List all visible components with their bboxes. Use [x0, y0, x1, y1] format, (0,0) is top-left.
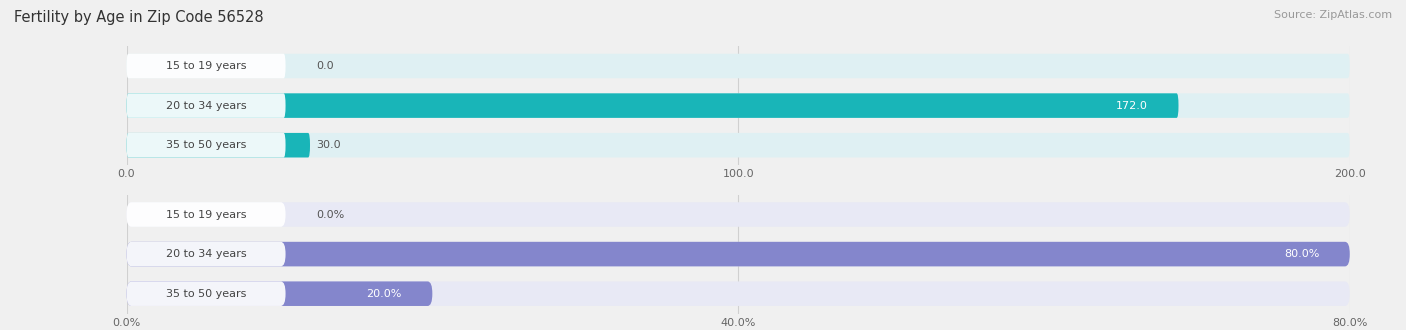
Text: 0.0%: 0.0%: [316, 210, 344, 219]
Text: 80.0%: 80.0%: [1284, 249, 1319, 259]
Text: 172.0: 172.0: [1116, 101, 1147, 111]
FancyBboxPatch shape: [127, 93, 1350, 118]
Text: 20.0%: 20.0%: [367, 289, 402, 299]
FancyBboxPatch shape: [127, 242, 285, 266]
Text: 0.0: 0.0: [316, 61, 333, 71]
FancyBboxPatch shape: [127, 54, 285, 78]
Text: 30.0: 30.0: [316, 140, 340, 150]
FancyBboxPatch shape: [127, 242, 1350, 266]
FancyBboxPatch shape: [127, 242, 1350, 266]
Text: 35 to 50 years: 35 to 50 years: [166, 289, 246, 299]
Text: 15 to 19 years: 15 to 19 years: [166, 210, 246, 219]
FancyBboxPatch shape: [127, 93, 1178, 118]
FancyBboxPatch shape: [127, 281, 433, 306]
FancyBboxPatch shape: [127, 133, 311, 157]
Text: 20 to 34 years: 20 to 34 years: [166, 101, 246, 111]
FancyBboxPatch shape: [127, 54, 1350, 78]
FancyBboxPatch shape: [127, 202, 285, 227]
Text: Source: ZipAtlas.com: Source: ZipAtlas.com: [1274, 10, 1392, 20]
Text: 15 to 19 years: 15 to 19 years: [166, 61, 246, 71]
FancyBboxPatch shape: [127, 281, 285, 306]
Text: 35 to 50 years: 35 to 50 years: [166, 140, 246, 150]
Text: 20 to 34 years: 20 to 34 years: [166, 249, 246, 259]
FancyBboxPatch shape: [127, 202, 1350, 227]
FancyBboxPatch shape: [127, 133, 285, 157]
FancyBboxPatch shape: [127, 133, 1350, 157]
FancyBboxPatch shape: [127, 93, 285, 118]
FancyBboxPatch shape: [127, 281, 1350, 306]
Text: Fertility by Age in Zip Code 56528: Fertility by Age in Zip Code 56528: [14, 10, 264, 25]
